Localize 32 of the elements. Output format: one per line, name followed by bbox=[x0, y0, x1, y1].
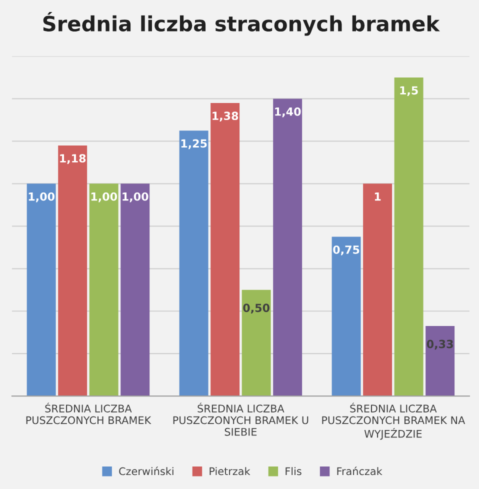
bar bbox=[89, 184, 118, 396]
x-tick-label: ŚREDNIA LICZBA PUSZCZONYCH BRAMEK NA WYJEŹDZIE bbox=[322, 402, 466, 440]
data-label: 0,50 bbox=[243, 304, 270, 314]
x-tick-label: ŚREDNIA LICZBA PUSZCZONYCH BRAMEK bbox=[26, 402, 152, 424]
bar bbox=[120, 184, 150, 396]
data-label: 1 bbox=[374, 192, 381, 201]
x-tick-label: ŚREDNIA LICZBA PUSZCZONYCH BRAMEK U SIEBIE bbox=[173, 402, 308, 436]
data-label: 1,38 bbox=[212, 112, 238, 122]
bar bbox=[179, 130, 208, 396]
legend-label: Flis bbox=[286, 467, 302, 476]
data-label: 1,00 bbox=[91, 192, 118, 202]
bar bbox=[26, 184, 56, 396]
data-label: 0,33 bbox=[426, 340, 453, 350]
legend-label: Pietrzak bbox=[210, 467, 250, 476]
bar bbox=[242, 290, 271, 396]
data-label: 1,18 bbox=[60, 154, 86, 164]
legend-label: Frańczak bbox=[337, 466, 382, 476]
bar bbox=[210, 102, 240, 396]
bar bbox=[426, 326, 455, 396]
chart-title: Średnia liczba straconych bramek bbox=[43, 12, 440, 36]
bar bbox=[394, 77, 424, 396]
data-label: 1,00 bbox=[122, 192, 148, 202]
data-label: 1,5 bbox=[400, 86, 418, 96]
bar bbox=[273, 98, 302, 396]
bar bbox=[58, 145, 88, 396]
bar bbox=[332, 236, 361, 396]
bar bbox=[363, 184, 392, 396]
data-label: 1,00 bbox=[28, 192, 55, 202]
data-label: 1,25 bbox=[181, 139, 207, 150]
data-label: 0,75 bbox=[333, 245, 360, 256]
legend-label: Czerwiński bbox=[119, 466, 174, 476]
data-label: 1,40 bbox=[275, 107, 301, 118]
